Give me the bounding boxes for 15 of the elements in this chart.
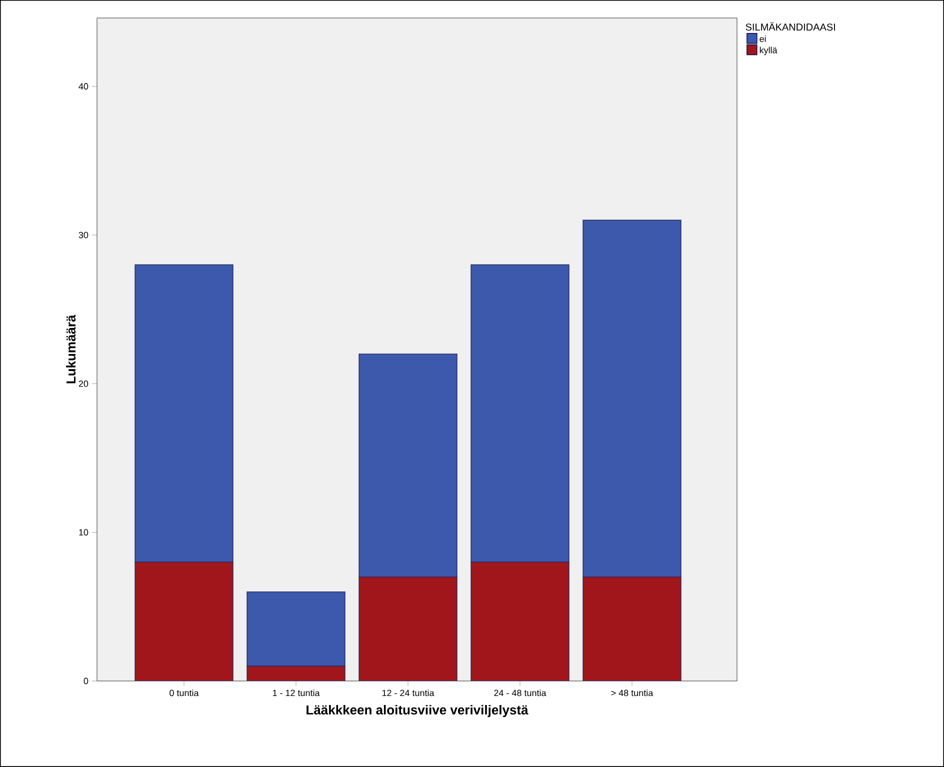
y-tick-label: 40 [78, 83, 88, 90]
y-axis-title: Lukumäärä [66, 314, 76, 384]
y-tick-label: 0 [84, 678, 88, 684]
legend-label: kyllä [760, 46, 778, 56]
x-axis-title: Lääkkkeen aloitusviive veriviljelystä [306, 704, 528, 718]
y-tick-label: 30 [78, 232, 88, 238]
y-tick-label: 10 [79, 529, 88, 536]
x-tick-label: > 48 tuntia [611, 690, 654, 696]
legend-label: ei [760, 35, 766, 42]
legend-title: SILMÄKANDIDAASI [746, 22, 835, 31]
x-tick-label: 24 - 48 tuntia [494, 690, 546, 696]
x-tick-label: 1 - 12 tuntia [272, 690, 320, 696]
y-tick-label: 20 [78, 380, 88, 387]
x-tick-label: 12 - 24 tuntia [382, 690, 434, 696]
x-tick-label: 0 tuntia [170, 690, 199, 696]
